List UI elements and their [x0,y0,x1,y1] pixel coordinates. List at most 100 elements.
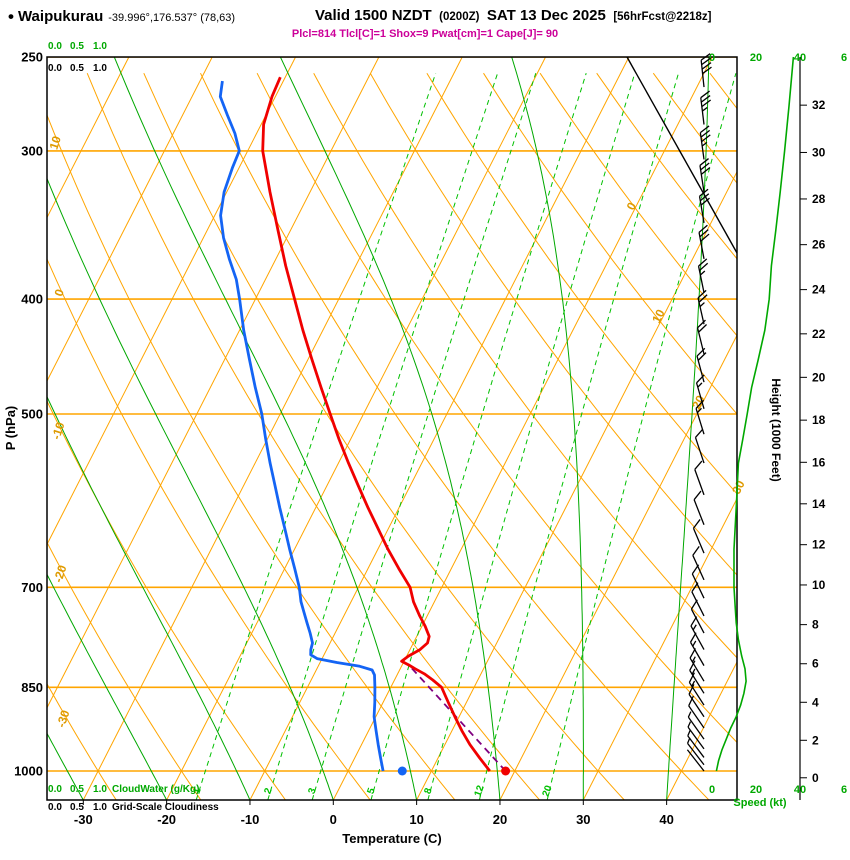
pressure-tick-label: 500 [21,406,43,421]
dewpoint-curve [218,80,385,772]
dry-adiabat [47,682,117,800]
moist-adiabat [47,573,168,800]
station-bullet: • [8,7,14,26]
temp-tick-label: 10 [409,812,423,827]
height-tick-label: 0 [812,771,819,785]
station-name: Waipukurau [17,8,104,25]
dry-adiabat [483,72,737,415]
height-tick-label: 6 [812,657,819,671]
valid-zulu: (0200Z) [439,11,480,23]
isotherm [249,57,630,800]
isotherm-label: 10 [649,307,668,326]
skew-boundary-line [626,56,738,254]
dry-adiabat [426,72,737,495]
speed-tick-top: 20 [750,52,762,64]
pressure-tick-label: 1000 [14,763,43,778]
speed-tick-top: 40 [794,52,806,64]
mixing-ratio-line [370,73,587,800]
height-axis-title: Height (1000 Feet) [769,378,783,481]
mixing-ratio-line [311,73,537,800]
isotherm [47,57,297,546]
temp-tick-label: -20 [157,812,176,827]
moist-adiabat [47,395,251,800]
temperature-curve [261,76,491,772]
height-tick-label: 2 [812,733,819,747]
pressure-tick-label: 400 [21,292,43,307]
moist-adiabat [47,177,334,800]
dry-adiabat [47,541,202,800]
surface-temp-dot [501,766,511,776]
temp-tick-label: 20 [493,812,507,827]
dry-adiabat [143,72,625,800]
temp-tick-label: -30 [74,812,93,827]
dry-adiabat-label: 10 [46,134,64,151]
speed-tick-bottom: 20 [750,784,762,796]
mixing-ratio-line [478,73,679,800]
isotherm [47,57,213,383]
isotherm [666,660,737,800]
cloudiness-scale-bottom: 0.0 [48,802,62,813]
pressure-tick-label: 250 [21,50,43,65]
cloudwater-scale-top: 0.0 [48,41,62,52]
height-tick-label: 8 [812,618,819,632]
temp-tick-label: 0 [330,812,337,827]
mixing-ratio-label: 20 [541,784,555,799]
speed-tick-bottom: 6 [841,784,847,796]
height-tick-label: 20 [812,370,826,384]
height-tick-label: 12 [812,538,826,552]
dry-adiabat-label: 0 [52,287,67,298]
isotherm-label: 30 [729,478,748,497]
height-tick-label: 18 [812,413,826,427]
mixing-ratio-label: 2 [263,786,275,795]
dry-adiabat-label: -30 [54,708,73,729]
moist-adiabat [113,57,418,800]
temp-tick-label: 40 [659,812,673,827]
plot-frame [46,56,738,801]
speed-tick-bottom: 0 [709,784,715,796]
mixing-ratio-label: 5 [366,786,378,795]
mixing-ratio-line [195,73,437,800]
dry-adiabat [313,72,737,659]
dry-adiabat [539,72,737,337]
mixing-ratio-label: 1 [192,786,204,795]
mixing-ratio-line [427,73,636,800]
isotherm [47,57,130,219]
temp-axis-title: Temperature (C) [342,831,441,846]
cloudwater-scale-bottom: 1.0 [93,784,107,795]
mixing-ratio-line [267,73,499,800]
dry-adiabat [596,72,737,260]
isotherm [416,170,737,800]
height-tick-label: 14 [812,497,826,511]
forecast-tag: [56hrFcst@2218z] [613,11,712,23]
dry-adiabat [47,113,456,800]
isotherm [582,497,737,800]
cloudwater-label: CloudWater (g/Kg) [112,784,199,795]
pressure-tick-label: 700 [21,580,43,595]
mixing-ratio-label: 8 [423,786,435,795]
cloudiness-scale-bottom: 0.5 [70,802,84,813]
temp-tick-label: -10 [241,812,260,827]
dry-adiabat-label: -20 [51,563,70,584]
isotherm [332,57,713,800]
cloudiness-label: Grid-Scale Cloudiness [112,802,219,813]
stability-indices: Plcl=814 Tlcl[C]=1 Shox=9 Pwat[cm]=1 Cap… [291,28,559,40]
pressure-axis-title: P (hPa) [3,406,18,451]
mixing-ratio-label: 3 [307,786,319,795]
isotherm [47,57,380,709]
height-tick-label: 30 [812,145,826,159]
cloudiness-scale-top: 0.0 [48,63,62,74]
isotherm [499,334,737,800]
cloudiness-scale-bottom: 1.0 [93,802,107,813]
speed-axis-label: Speed (kt) [733,797,787,809]
wind-speed-profile [715,56,795,772]
station-coords: -39.996°,176.537° (78,63) [108,12,236,24]
cloudwater-scale-top: 1.0 [93,41,107,52]
valid-time: Valid 1500 NZDT [315,7,432,24]
valid-date: SAT 13 Dec 2025 [486,7,606,24]
height-tick-label: 10 [812,578,826,592]
moist-adiabat [279,57,501,800]
dry-adiabat [200,72,710,800]
surface-dewpoint-dot [397,766,407,776]
wind-barbs [686,53,712,772]
